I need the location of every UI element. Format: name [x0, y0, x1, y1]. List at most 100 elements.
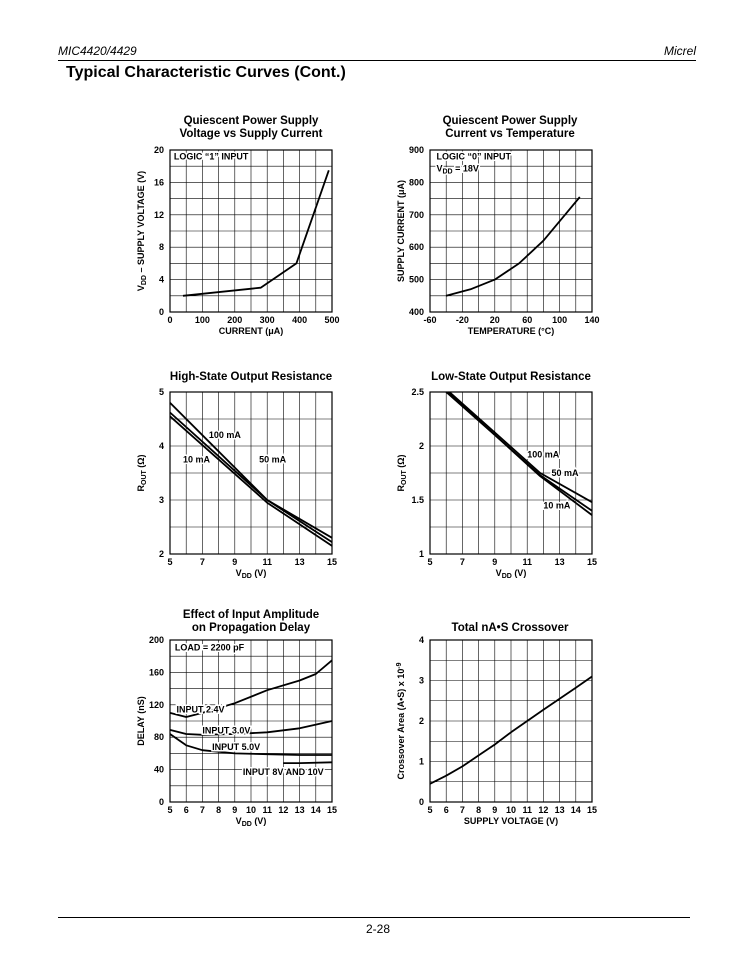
annotation-label: 10 mA [543, 500, 571, 510]
y-axis-label: ROUT (Ω) [136, 455, 148, 492]
x-tick-label: 6 [444, 805, 449, 815]
plot-frame [169, 391, 333, 555]
chart-title-line: Total nA•S Crossover [451, 622, 569, 634]
y-tick-label: 700 [409, 210, 424, 220]
y-tick-label: 1.5 [411, 495, 424, 505]
x-tick-label: 13 [295, 805, 305, 815]
x-tick-label: 0 [167, 315, 172, 325]
y-tick-label: 120 [149, 700, 164, 710]
y-tick-label: 80 [154, 732, 164, 742]
header-rule [58, 60, 696, 61]
x-tick-label: 11 [262, 557, 272, 567]
page-number: 2-28 [365, 922, 391, 936]
chart-propagation-delay: 5 6 7 8 9 10 11 12 13 14 15 0 40 80 120 160 200 VDD (V) DE… [136, 635, 337, 828]
y-tick-label: 8 [159, 242, 164, 252]
chart-title-line: High-State Output Resistance [169, 371, 333, 383]
y-tick-label: 0 [159, 307, 164, 317]
x-tick-label: 300 [260, 315, 275, 325]
y-tick-label: 800 [409, 177, 424, 187]
chart-high-state-resistance: 5 7 9 11 13 15 2 3 4 5 VDD (V) ROUT (Ω) 100 mA 10 mA 5… [136, 387, 337, 580]
y-tick-label: 2 [419, 441, 424, 451]
x-tick-label: 6 [184, 805, 189, 815]
x-tick-label: 8 [216, 805, 221, 815]
y-tick-label: 4 [159, 441, 164, 451]
x-tick-label: 11 [522, 805, 532, 815]
annotation-label: INPUT 3.0V [202, 726, 250, 736]
x-tick-label: 7 [460, 805, 465, 815]
annotation-label: INPUT 5.0V [212, 742, 260, 752]
x-tick-label: 100 [195, 315, 210, 325]
annotation-label: LOGIC “0” INPUT [436, 151, 511, 161]
series-line [169, 659, 333, 718]
x-tick-label: 5 [167, 805, 172, 815]
y-tick-label: 2 [419, 716, 424, 726]
x-tick-label: 13 [555, 805, 565, 815]
y-axis-label: DELAY (nS) [136, 696, 146, 746]
chart-title-line: Quiescent Power Supply [442, 115, 578, 127]
x-tick-label: 10 [246, 805, 256, 815]
y-tick-label: 2 [159, 549, 164, 559]
x-tick-label: 15 [587, 557, 597, 567]
y-tick-label: 3 [419, 676, 424, 686]
series-line [448, 391, 593, 503]
x-tick-label: 15 [327, 805, 337, 815]
x-tick-label: 12 [278, 805, 288, 815]
annotation-label: 10 mA [183, 455, 211, 465]
annotation-label: INPUT 2.4V [176, 705, 224, 715]
y-axis-label: SUPPLY CURRENT (μA) [396, 180, 406, 282]
x-axis-label: SUPPLY VOLTAGE (V) [464, 816, 558, 826]
y-tick-label: 0 [159, 797, 164, 807]
chart-title-line: Current vs Temperature [445, 128, 575, 140]
x-tick-label: 11 [522, 557, 532, 567]
x-tick-label: 60 [522, 315, 532, 325]
y-tick-label: 3 [159, 495, 164, 505]
header-brand: Micrel [664, 44, 696, 58]
series-line [169, 733, 332, 756]
y-tick-label: 0 [419, 797, 424, 807]
annotation-label: 50 mA [259, 455, 287, 465]
x-tick-label: -60 [423, 315, 436, 325]
annotation-label: 50 mA [552, 468, 580, 478]
x-tick-label: 500 [324, 315, 339, 325]
grid [170, 640, 332, 802]
chart-title-line: Quiescent Power Supply [183, 115, 319, 127]
chart-title-line: on Propagation Delay [191, 622, 311, 634]
x-axis-label: VDD (V) [236, 816, 267, 828]
chart-title-high-state-resistance: High-State Output Resistance [160, 371, 342, 384]
y-tick-label: 16 [154, 177, 164, 187]
chart-title-line: Low-State Output Resistance [431, 371, 591, 383]
grid [170, 392, 332, 554]
x-axis-label: VDD (V) [496, 568, 527, 580]
grid [430, 150, 592, 312]
annotation-label: VDD = 18V [436, 163, 478, 175]
x-tick-label: 7 [200, 557, 205, 567]
chart-quiescent-voltage: 0 100 200 300 400 500 0 4 8 12 16 20 CURRENT (μA) VDD… [136, 145, 340, 336]
x-tick-label: 12 [538, 805, 548, 815]
x-tick-label: 100 [552, 315, 567, 325]
x-tick-label: 400 [292, 315, 307, 325]
chart-low-state-resistance: 5 7 9 11 13 15 1 1.5 2 2.5 VDD (V) ROUT (Ω) 100 mA 50… [396, 387, 597, 580]
y-tick-label: 4 [419, 635, 424, 645]
y-tick-label: 40 [154, 765, 164, 775]
chart-title-line: Effect of Input Amplitude [182, 609, 320, 621]
section-title: Typical Characteristic Curves (Cont.) [66, 64, 346, 81]
series-line [445, 196, 581, 297]
chart-title-crossover: Total nA•S Crossover [425, 622, 595, 635]
x-tick-label: 140 [584, 315, 599, 325]
grid [170, 150, 332, 312]
y-tick-label: 1 [419, 757, 424, 767]
y-tick-label: 500 [409, 275, 424, 285]
x-tick-label: 5 [167, 557, 172, 567]
chart-title-quiescent-current: Quiescent Power Supply Current vs Temper… [425, 115, 595, 141]
x-axis-label: CURRENT (μA) [219, 326, 284, 336]
x-axis-label: TEMPERATURE (°C) [468, 326, 554, 336]
x-tick-label: 9 [492, 805, 497, 815]
y-tick-label: 4 [159, 275, 164, 285]
x-tick-label: 7 [460, 557, 465, 567]
y-tick-label: 1 [419, 549, 424, 559]
annotation-label: 100 mA [209, 430, 242, 440]
grid [430, 392, 592, 554]
plot-frame [169, 149, 333, 313]
y-tick-label: 20 [154, 145, 164, 155]
x-tick-label: 20 [490, 315, 500, 325]
